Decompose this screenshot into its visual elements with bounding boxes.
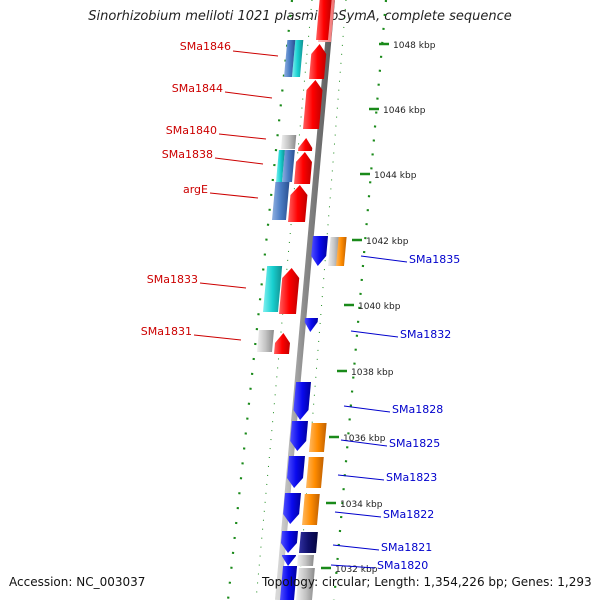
gene-labels: SMa1846 SMa1844 SMa1840 SMa1838 argE SMa1833 S… [141,40,460,572]
gene-label: SMa1822 [383,508,434,521]
gene-feature-cyan [263,266,283,312]
gene-feature-red [303,80,323,129]
gene-leader-line [214,157,264,165]
kbp-label: 1034 kbp [340,500,383,510]
gene-feature-cyan [292,40,304,77]
kbp-scale: 1048 kbp 1046 kbp 1044 kbp 1042 kbp 1040 kbp… [321,41,436,575]
gene-feature-gray [297,555,314,566]
kbp-label: 1038 kbp [351,368,394,378]
gene-feature-blue [283,493,301,524]
gene-label: SMa1838 [162,148,213,161]
gene-feature-blue [304,318,318,332]
gene-feature-steel [282,150,295,182]
gene-leader-line [340,439,388,447]
gene-feature-gray [281,135,297,149]
gene-feature-steel [284,40,296,77]
gene-leader-line [360,255,408,263]
gene-feature-orange [336,237,347,266]
gene-label: SMa1833 [147,273,198,286]
gene-feature-navy [299,532,318,553]
gene-leader-line [218,133,267,140]
gene-label: SMa1825 [389,437,440,450]
gene-feature-blue [280,531,298,553]
gene-label: SMa1820 [377,559,428,572]
gene-leader-line [334,511,382,518]
gene-leader-line [232,50,279,57]
gene-label: SMa1832 [400,328,451,341]
gene-label: SMa1831 [141,325,192,338]
gene-feature-gray [257,330,274,352]
gene-leader-line [332,544,380,551]
gene-feature-blue [293,382,311,420]
gene-leader-line [350,330,399,338]
gene-label: SMa1846 [180,40,231,53]
gene-feature-red [279,268,300,314]
gene-feature-gray [296,568,315,600]
gene-feature-red [316,0,332,40]
gene-leader-line [199,282,247,289]
gene-feature-blue [280,566,298,600]
gene-label: argE [183,183,208,196]
gene-label: SMa1823 [386,471,437,484]
gene-feature-blue [281,555,296,566]
gene-feature-red [288,185,308,222]
gene-feature-steel [272,182,290,220]
gene-label: SMa1844 [172,82,223,95]
gene-leader-line [224,91,273,99]
gene-leader-line [343,405,391,413]
gene-feature-red [309,44,327,79]
gene-feature-cyan [276,150,285,182]
gene-feature-orange [309,423,327,452]
gene-feature-blue [311,236,328,266]
gene-feature-orange [302,494,320,525]
kbp-label: 1048 kbp [393,41,436,51]
gene-label: SMa1828 [392,403,443,416]
gene-feature-red [294,152,312,184]
gene-feature-orange [306,457,324,488]
gene-feature-red [298,138,313,151]
gene-leader-line [337,474,385,481]
tick-ring-outer-left [226,0,294,600]
gene-feature-red [274,333,290,354]
gene-feature-blue [287,456,305,488]
gene-label: SMa1835 [409,253,460,266]
kbp-label: 1036 kbp [343,434,386,444]
kbp-label: 1042 kbp [366,237,409,247]
gene-label: SMa1821 [381,541,432,554]
gene-leader-line [193,334,242,341]
gene-leader-line [209,192,259,199]
gene-leader-line [330,564,376,569]
gene-features [257,0,347,600]
kbp-label: 1046 kbp [383,106,426,116]
accession-text: Accession: NC_003037 [9,575,146,589]
kbp-label: 1044 kbp [374,171,417,181]
gene-feature-blue [290,421,308,451]
kbp-label: 1032 kbp [335,565,378,575]
kbp-label: 1040 kbp [358,302,401,312]
tick-ring-outer-right [332,0,388,600]
map-title: Sinorhizobium meliloti 1021 plasmid pSym… [88,9,512,24]
gene-label: SMa1840 [166,124,217,137]
topology-text: Topology: circular; Length: 1,354,226 bp… [262,575,592,589]
